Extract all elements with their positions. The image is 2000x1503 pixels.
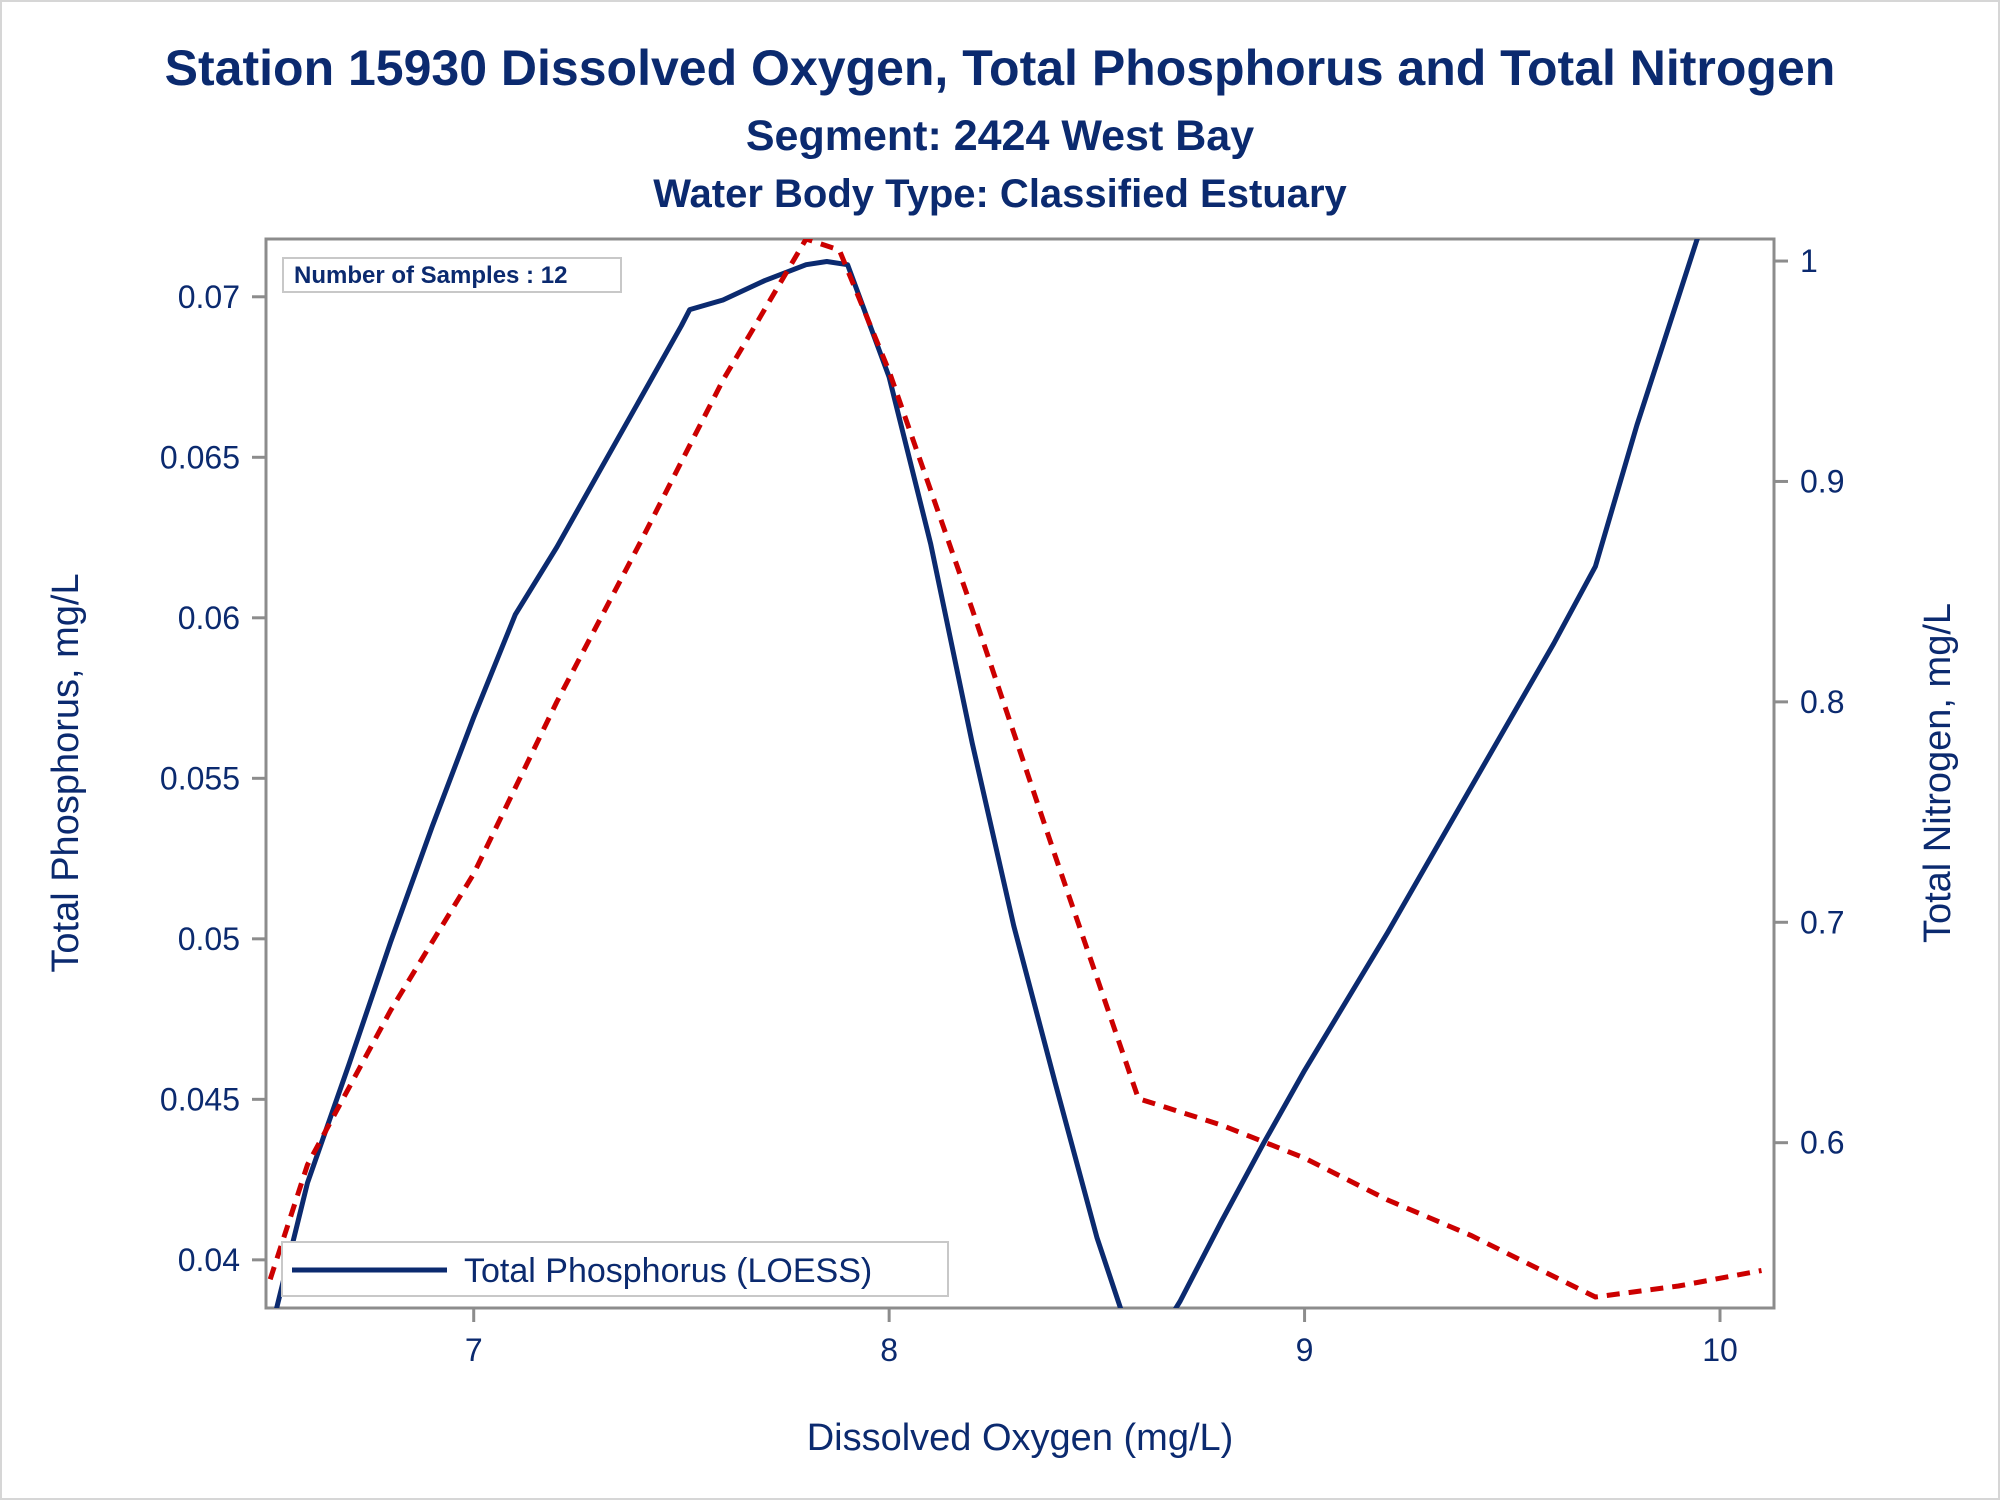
y-tick-label: 0.055 (160, 760, 240, 796)
sample-count-box (282, 257, 622, 293)
y-tick-label: 0.045 (160, 1081, 240, 1117)
y-axis-right-label: Total Nitrogen, mg/L (1917, 603, 1959, 943)
y-axis-left: 0.04 0.045 0.05 0.055 0.06 0.065 0.07 (160, 279, 266, 1278)
y2-tick-label: 0.9 (1800, 463, 1844, 499)
legend-label-phosphorus: Total Phosphorus (LOESS) (464, 1252, 872, 1290)
y-tick-label: 0.07 (178, 279, 240, 315)
x-tick-label: 9 (1296, 1332, 1314, 1368)
y2-tick-label: 0.7 (1800, 904, 1844, 940)
y-tick-label: 0.065 (160, 439, 240, 475)
legend: Total Phosphorus (LOESS) (281, 1241, 949, 1297)
y-axis-right: 0.6 0.7 0.8 0.9 1 (1774, 243, 1844, 1161)
x-tick-label: 7 (465, 1332, 483, 1368)
sample-count-label: Number of Samples : 12 (294, 262, 567, 289)
y-tick-label: 0.04 (178, 1242, 240, 1278)
x-tick-label: 8 (880, 1332, 898, 1368)
phosphorus-series-line (274, 239, 1700, 1308)
x-axis-label: Dissolved Oxygen (mg/L) (807, 1417, 1234, 1459)
chart-title: Station 15930 Dissolved Oxygen, Total Ph… (165, 40, 1836, 96)
y2-tick-label: 0.8 (1800, 684, 1844, 720)
x-axis: 7 8 9 10 (465, 1308, 1738, 1368)
plot-area-border (264, 237, 1776, 1310)
y-tick-label: 0.05 (178, 921, 240, 957)
series-layer (267, 239, 1762, 1308)
chart-subtitle-segment: Segment: 2424 West Bay (746, 112, 1254, 160)
nitrogen-series-line (267, 239, 1762, 1300)
chart-subtitle-water-body: Water Body Type: Classified Estuary (653, 172, 1347, 216)
y-tick-label: 0.06 (178, 600, 240, 636)
y-axis-left-label: Total Phosphorus, mg/L (45, 573, 87, 972)
x-tick-label: 10 (1702, 1332, 1738, 1368)
y2-tick-label: 0.6 (1800, 1125, 1844, 1161)
y2-tick-label: 1 (1800, 243, 1818, 279)
